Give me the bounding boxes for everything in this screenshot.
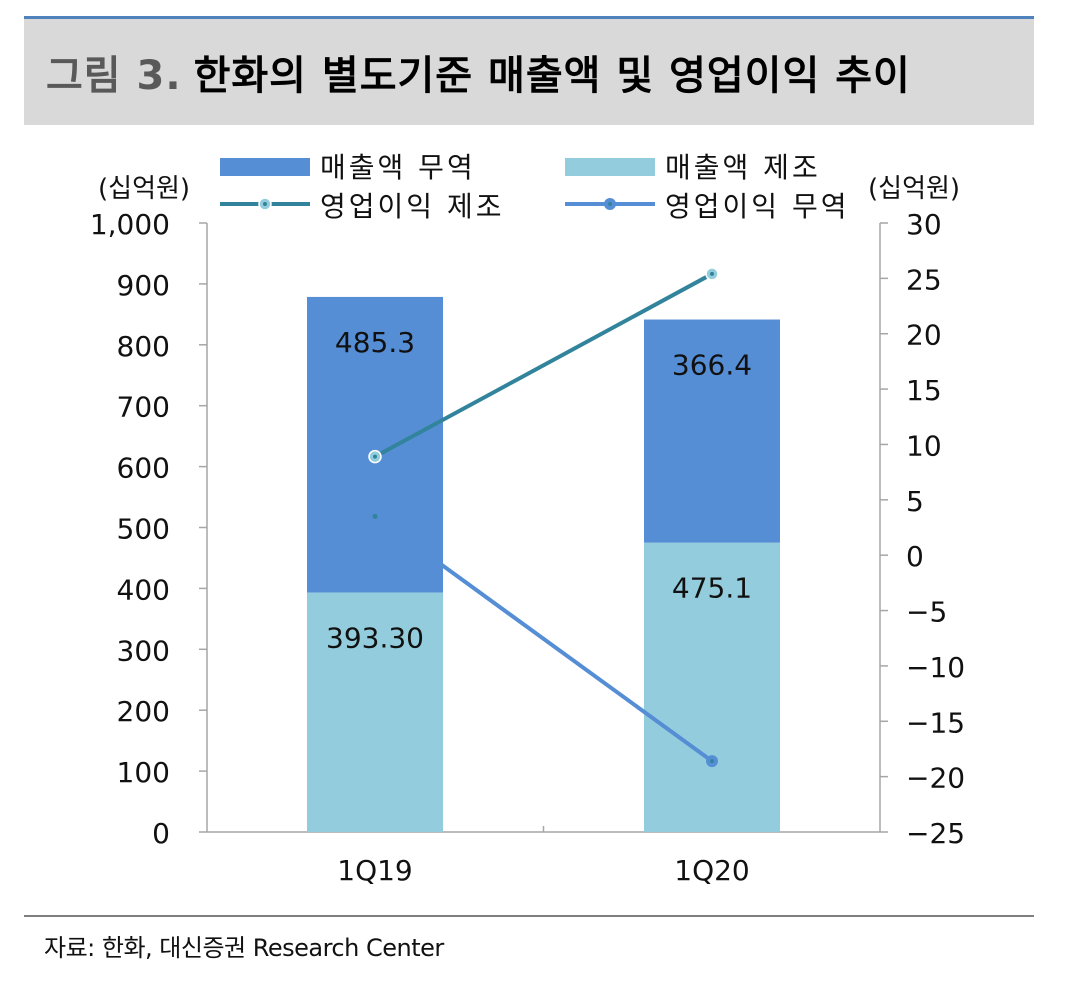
legend-label: 영업이익 무역 [665,190,849,223]
legend-label: 매출액 제조 [665,151,821,184]
legend-swatch-sales-manufacture [565,158,655,176]
line-point-center [710,271,714,276]
left-axis-unit-label: (십억원) [98,174,190,204]
bar-trade-1Q19 [307,296,443,593]
left-axis-tick-label: 700 [117,391,170,424]
right-axis-tick-label: 30 [906,208,942,241]
right-axis-tick-label: −5 [906,596,947,629]
left-axis-tick-label: 900 [117,269,170,302]
source-note: 자료: 한화, 대신증권 Research Center [44,934,444,962]
legend-label: 영업이익 제조 [320,190,504,223]
line-op-manufacture [373,271,714,459]
line-point-center [373,454,377,459]
left-axis-tick-label: 0 [152,817,170,850]
top-rule [24,16,1034,19]
left-axis-tick-label: 100 [117,756,170,789]
bar-data-label: 366.4 [672,349,752,382]
right-axis-tick-label: 10 [906,429,942,462]
bar-data-label: 485.3 [335,326,415,359]
left-axis-tick-label: 1,000 [90,208,170,241]
right-axis-tick-label: −10 [906,651,965,684]
chart: 01002003004005006007008009001,000−25−20−… [90,151,965,887]
left-axis-tick-label: 200 [117,695,170,728]
right-axis-tick-label: −20 [906,762,965,795]
bar-trade-1Q20 [644,319,780,543]
legend-label: 매출액 무역 [320,151,476,184]
bar-data-label: 475.1 [672,572,752,605]
bar-manufacture-1Q20 [644,542,780,832]
right-axis-unit-label: (십억원) [868,174,960,204]
right-axis-tick-label: 25 [906,263,942,296]
line-op-trade [437,560,714,764]
figure-number: 그림 3. [46,53,182,99]
bottom-rule [24,915,1034,917]
legend-swatch-sales-trade [220,158,310,176]
bar-data-label: 393.30 [326,621,424,654]
right-axis-tick-label: 0 [906,540,924,573]
right-axis-tick-label: 20 [906,319,942,352]
legend-marker-center [263,202,267,206]
x-axis-category-label: 1Q20 [674,854,749,887]
figure-title: 그림 3. 한화의 별도기준 매출액 및 영업이익 추이 [46,43,911,101]
left-axis-tick-label: 400 [117,573,170,606]
bar-manufacture-1Q19 [307,592,443,832]
right-axis-tick-label: 5 [906,485,924,518]
x-axis-category-label: 1Q19 [337,854,412,887]
right-axis-tick-label: −15 [906,706,965,739]
left-axis-tick-label: 300 [117,634,170,667]
line-point-op-trade [372,513,378,519]
right-axis-tick-label: 15 [906,374,942,407]
figure-title-text: 한화의 별도기준 매출액 및 영업이익 추이 [193,53,911,99]
legend-marker-center [608,202,612,206]
line-point-center [710,759,714,764]
title-bar: 그림 3. 한화의 별도기준 매출액 및 영업이익 추이 [24,19,1034,125]
left-axis-tick-label: 600 [117,452,170,485]
left-axis-tick-label: 800 [117,330,170,363]
right-axis-tick-label: −25 [906,817,965,850]
left-axis-tick-label: 500 [117,513,170,546]
